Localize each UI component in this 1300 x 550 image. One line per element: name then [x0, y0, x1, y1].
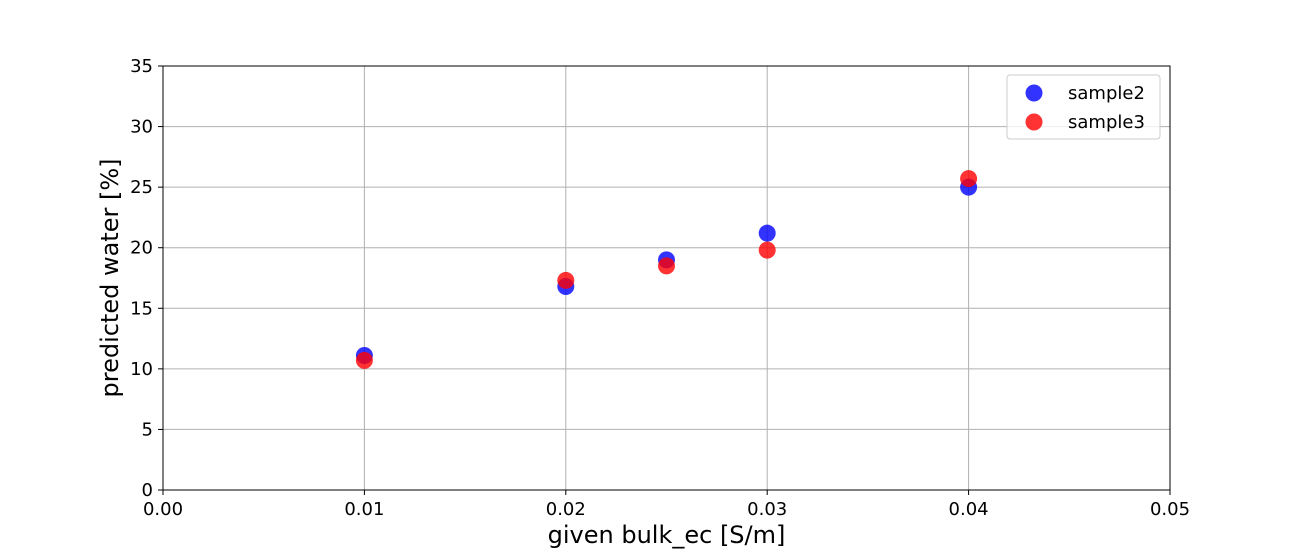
data-point-sample3 — [355, 351, 373, 369]
x-tick-label: 0.03 — [747, 499, 787, 520]
legend-label-sample3: sample3 — [1068, 112, 1145, 133]
plot-frame — [162, 65, 1171, 491]
y-tick-label: 35 — [130, 56, 153, 77]
y-tick-label: 0 — [142, 480, 153, 501]
legend-marker-sample3 — [1025, 113, 1043, 131]
y-tick-label: 10 — [130, 359, 153, 380]
y-tick-label: 5 — [142, 419, 153, 440]
data-point-sample3 — [557, 271, 575, 289]
y-tick-label: 15 — [130, 298, 153, 319]
data-point-sample3 — [658, 257, 675, 275]
data-point-sample3 — [758, 241, 776, 259]
legend-box — [1006, 74, 1161, 140]
data-points — [355, 170, 978, 369]
legend: sample2 sample3 — [1006, 74, 1161, 140]
y-tick-label: 25 — [130, 177, 153, 198]
x-axis-label: given bulk_ec [S/m] — [548, 521, 786, 549]
x-tick-label: 0.01 — [344, 499, 384, 520]
y-axis-label: predicted water [%] — [96, 158, 124, 397]
y-tick-label: 30 — [130, 117, 153, 138]
x-tick-label: 0.00 — [143, 499, 183, 520]
x-tick-label: 0.04 — [949, 499, 989, 520]
data-point-sample3 — [960, 170, 978, 188]
x-tick-label: 0.02 — [546, 499, 586, 520]
y-tick-label: 20 — [130, 238, 153, 259]
legend-marker-sample2 — [1025, 84, 1043, 102]
legend-label-sample2: sample2 — [1068, 83, 1145, 104]
data-point-sample2 — [758, 224, 776, 242]
axis-ticks: 0.00 0.01 0.02 0.03 0.04 0.05 0 5 10 15 20 25 30 35 — [130, 56, 1190, 520]
x-tick-label: 0.05 — [1150, 499, 1190, 520]
